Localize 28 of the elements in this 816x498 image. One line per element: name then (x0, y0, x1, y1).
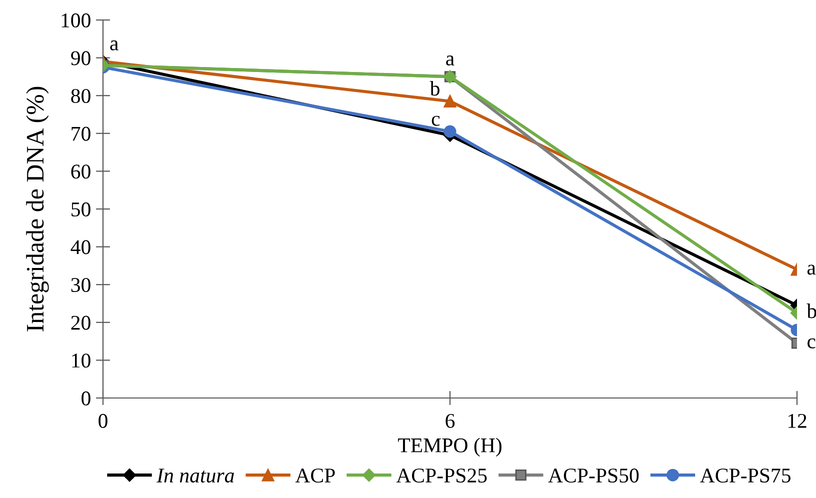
annotation: c (808, 338, 816, 348)
legend-label: In natura (156, 468, 234, 483)
legend-label: ACP-PS75 (700, 468, 791, 483)
annotation: a (446, 56, 454, 66)
y-tick-label: 100 (62, 13, 90, 28)
x-tick-label: 6 (446, 414, 455, 428)
y-tick-label: 0 (82, 391, 90, 406)
y-tick-label: 80 (71, 88, 90, 104)
annotation: a (807, 264, 816, 275)
legend-label: ACP-PS25 (396, 468, 487, 483)
annotation: a (110, 40, 118, 50)
y-axis-title: Integridade de DNA (%) (26, 86, 49, 332)
annotation: b (806, 304, 816, 318)
x-axis-title: TEMPO (H) (398, 438, 502, 457)
y-tick-label: 90 (71, 51, 90, 66)
x-tick-label: 0 (98, 414, 108, 428)
y-tick-label: 70 (72, 126, 90, 141)
annotation: b (430, 80, 440, 96)
y-tick-label: 20 (71, 316, 90, 330)
y-tick-label: 30 (71, 278, 90, 292)
y-tick-label: 40 (70, 240, 90, 254)
legend-label: ACP-PS50 (548, 468, 639, 483)
y-tick-label: 60 (71, 164, 90, 179)
annotation: c (432, 116, 440, 126)
y-tick-label: 50 (72, 202, 90, 216)
legend-label: ACP (295, 468, 335, 483)
x-tick-label: 12 (788, 414, 806, 428)
y-tick-label: 10 (72, 354, 90, 368)
